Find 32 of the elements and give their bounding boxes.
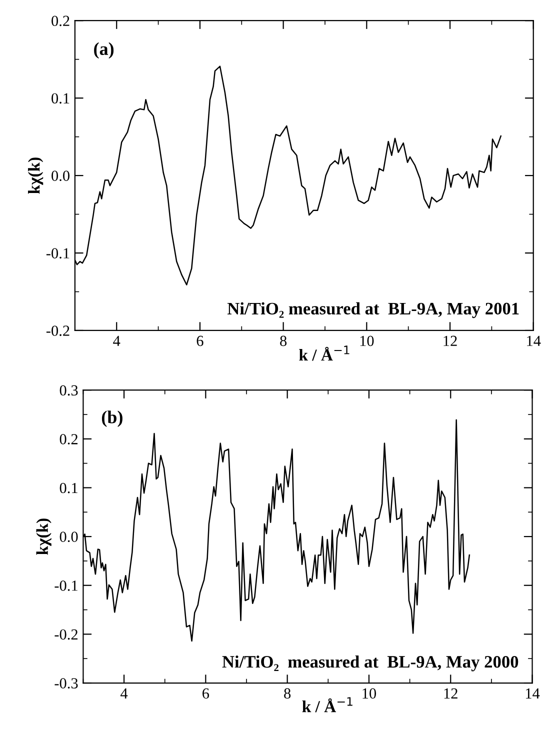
x-tick-label: 6 (202, 688, 210, 699)
y-axis-title: kχ(k) (36, 518, 52, 555)
x-tick-label: 12 (444, 336, 457, 346)
y-tick-label: 0.1 (60, 482, 78, 494)
x-axis-title: k / Å$^{−1}$ (299, 346, 350, 361)
x-tick-label: 12 (444, 688, 458, 698)
y-tick-label: 0.1 (52, 93, 70, 104)
y-tick-label: 0.2 (52, 16, 70, 26)
x-tick-label: 14 (526, 688, 540, 698)
y-tick-label: -0.2 (46, 326, 70, 336)
x-tick-label: 10 (362, 688, 376, 699)
y-axis-title: kχ(k) (28, 158, 44, 194)
y-tick-label: -0.2 (54, 629, 78, 640)
y-tick-label: 0.3 (60, 385, 78, 396)
x-tick-label: 8 (280, 336, 287, 346)
y-tick-label: 0.0 (60, 532, 78, 542)
y-tick-label: -0.3 (54, 678, 78, 689)
y-tick-label: 0.2 (60, 434, 78, 444)
x-tick-label: 8 (284, 688, 291, 699)
x-tick-label: 10 (360, 336, 374, 346)
y-tick-label: -0.1 (46, 248, 70, 259)
x-tick-label: 4 (120, 688, 128, 698)
x-tick-label: 14 (527, 336, 541, 346)
x-tick-label: 4 (113, 336, 120, 346)
annotation: (b) (102, 410, 122, 427)
y-tick-label: -0.1 (54, 580, 78, 591)
x-axis-title: k / Å$^{−1}$ (302, 697, 352, 712)
annotation: Ni/TiO₂ measured at BL-9A, May 2001 (227, 302, 519, 318)
annotation: Ni/TiO₂ measured at BL-9A, May 2000 (222, 656, 518, 672)
y-tick-label: 0.0 (52, 170, 70, 182)
x-tick-label: 6 (196, 336, 204, 346)
annotation: (a) (94, 42, 114, 59)
